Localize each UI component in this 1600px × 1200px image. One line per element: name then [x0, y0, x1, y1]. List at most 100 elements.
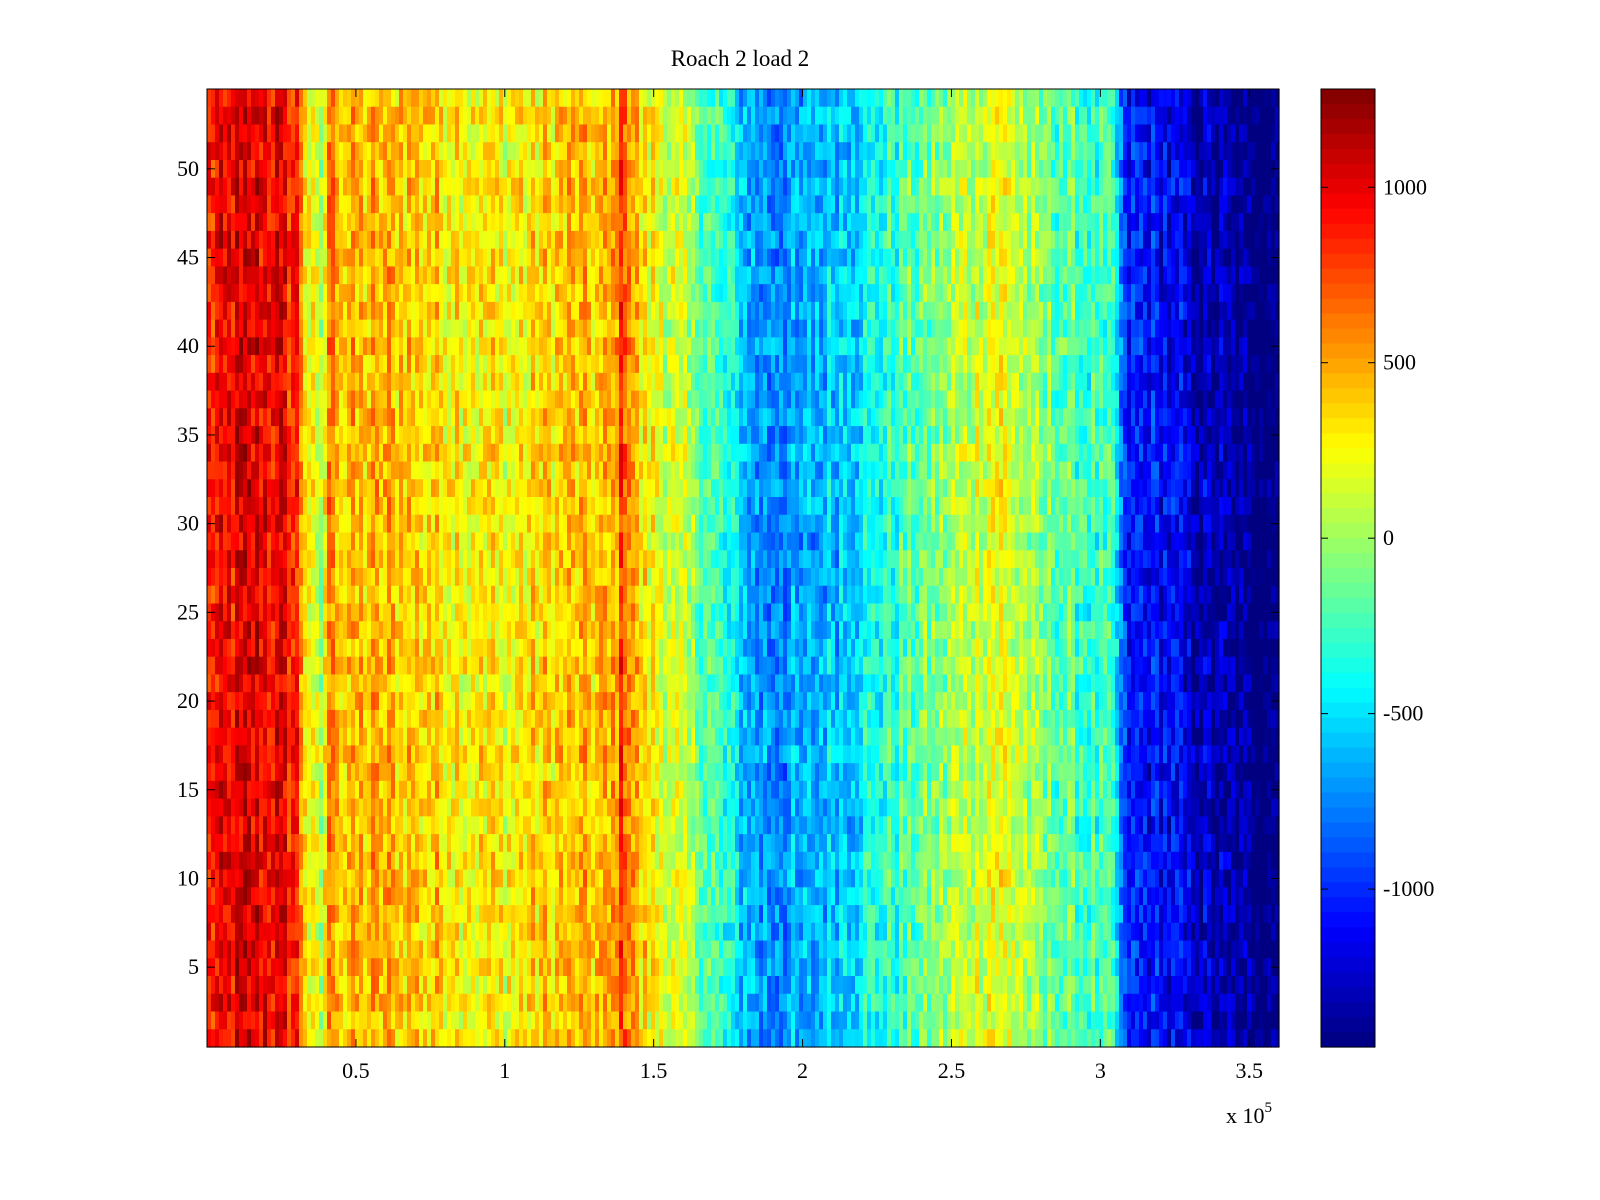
heatmap-cell	[555, 284, 560, 303]
heatmap-cell	[255, 89, 260, 108]
heatmap-cell	[391, 142, 396, 161]
heatmap-cell	[603, 213, 608, 232]
heatmap-cell	[1235, 266, 1240, 285]
heatmap-cell	[567, 159, 572, 179]
heatmap-cell	[859, 355, 864, 374]
heatmap-cell	[603, 177, 608, 197]
heatmap-cell	[219, 266, 224, 285]
heatmap-cell	[1267, 372, 1272, 392]
heatmap-cell	[1247, 142, 1252, 161]
heatmap-cell	[275, 230, 280, 250]
heatmap-cell	[1191, 230, 1196, 250]
heatmap-cell	[355, 124, 360, 143]
heatmap-cell	[1251, 230, 1256, 250]
heatmap-cell	[683, 372, 688, 392]
heatmap-cell	[543, 390, 548, 409]
heatmap-cell	[1039, 142, 1044, 161]
heatmap-cell	[735, 124, 740, 143]
heatmap-cell	[399, 355, 404, 374]
heatmap-cell	[1019, 284, 1024, 303]
heatmap-cell	[1151, 337, 1156, 356]
heatmap-cell	[739, 177, 744, 197]
heatmap-cell	[807, 337, 812, 356]
heatmap-cell	[1035, 159, 1040, 179]
heatmap-cell	[951, 213, 956, 232]
heatmap-cell	[467, 230, 472, 250]
heatmap-cell	[1007, 301, 1012, 321]
heatmap-cell	[307, 230, 312, 250]
heatmap-cell	[315, 159, 320, 179]
heatmap-cell	[1155, 337, 1160, 356]
heatmap-cell	[1243, 142, 1248, 161]
heatmap-cell	[1127, 248, 1132, 268]
heatmap-cell	[899, 124, 904, 143]
heatmap-cell	[563, 159, 568, 179]
heatmap-cell	[815, 301, 820, 321]
heatmap-cell	[743, 301, 748, 321]
heatmap-cell	[995, 89, 1000, 108]
heatmap-cell	[847, 89, 852, 108]
heatmap-cell	[483, 266, 488, 285]
heatmap-cell	[359, 319, 364, 338]
heatmap-cell	[1039, 177, 1044, 197]
heatmap-cell	[595, 124, 600, 143]
heatmap-cell	[807, 319, 812, 338]
heatmap-cell	[423, 319, 428, 338]
heatmap-cell	[1071, 177, 1076, 197]
heatmap-cell	[579, 266, 584, 285]
heatmap-cell	[1123, 337, 1128, 356]
heatmap-cell	[1203, 301, 1208, 321]
heatmap-cell	[939, 142, 944, 161]
heatmap-cell	[1219, 284, 1224, 303]
heatmap-cell	[523, 372, 528, 392]
heatmap-cell	[1107, 248, 1112, 268]
heatmap-cell	[479, 266, 484, 285]
heatmap-cell	[563, 337, 568, 356]
heatmap-cell	[239, 301, 244, 321]
heatmap-cell	[707, 159, 712, 179]
heatmap-cell	[1143, 142, 1148, 161]
heatmap-cell	[1179, 372, 1184, 392]
heatmap-cell	[671, 248, 676, 268]
heatmap-cell	[387, 124, 392, 143]
heatmap-cell	[1027, 230, 1032, 250]
heatmap-cell	[1135, 319, 1140, 338]
heatmap-cell	[1155, 89, 1160, 108]
heatmap-cell	[787, 266, 792, 285]
heatmap-cell	[1219, 319, 1224, 338]
heatmap-cell	[515, 159, 520, 179]
heatmap-cell	[1131, 337, 1136, 356]
heatmap-cell	[535, 124, 540, 143]
heatmap-cell	[967, 124, 972, 143]
heatmap-cell	[1115, 213, 1120, 232]
heatmap-cell	[827, 248, 832, 268]
heatmap-cell	[807, 142, 812, 161]
heatmap-cell	[975, 89, 980, 108]
heatmap-cell	[519, 266, 524, 285]
heatmap-cell	[527, 390, 532, 409]
heatmap-cell	[263, 106, 268, 126]
heatmap-cell	[1271, 266, 1276, 285]
heatmap-cell	[343, 390, 348, 409]
heatmap-cell	[1011, 124, 1016, 143]
heatmap-cell	[731, 319, 736, 338]
heatmap-cell	[555, 142, 560, 161]
heatmap-cell	[767, 89, 772, 108]
heatmap-cell	[379, 230, 384, 250]
heatmap-cell	[1155, 319, 1160, 338]
heatmap-cell	[975, 355, 980, 374]
heatmap-cell	[907, 124, 912, 143]
heatmap-cell	[619, 337, 624, 356]
heatmap-cell	[675, 372, 680, 392]
heatmap-cell	[935, 284, 940, 303]
heatmap-cell	[267, 159, 272, 179]
heatmap-cell	[751, 177, 756, 197]
heatmap-cell	[867, 195, 872, 214]
heatmap-cell	[579, 177, 584, 197]
heatmap-cell	[363, 284, 368, 303]
heatmap-cell	[263, 355, 268, 374]
heatmap-cell	[759, 319, 764, 338]
heatmap-cell	[827, 372, 832, 392]
heatmap-cell	[543, 213, 548, 232]
heatmap-cell	[459, 213, 464, 232]
